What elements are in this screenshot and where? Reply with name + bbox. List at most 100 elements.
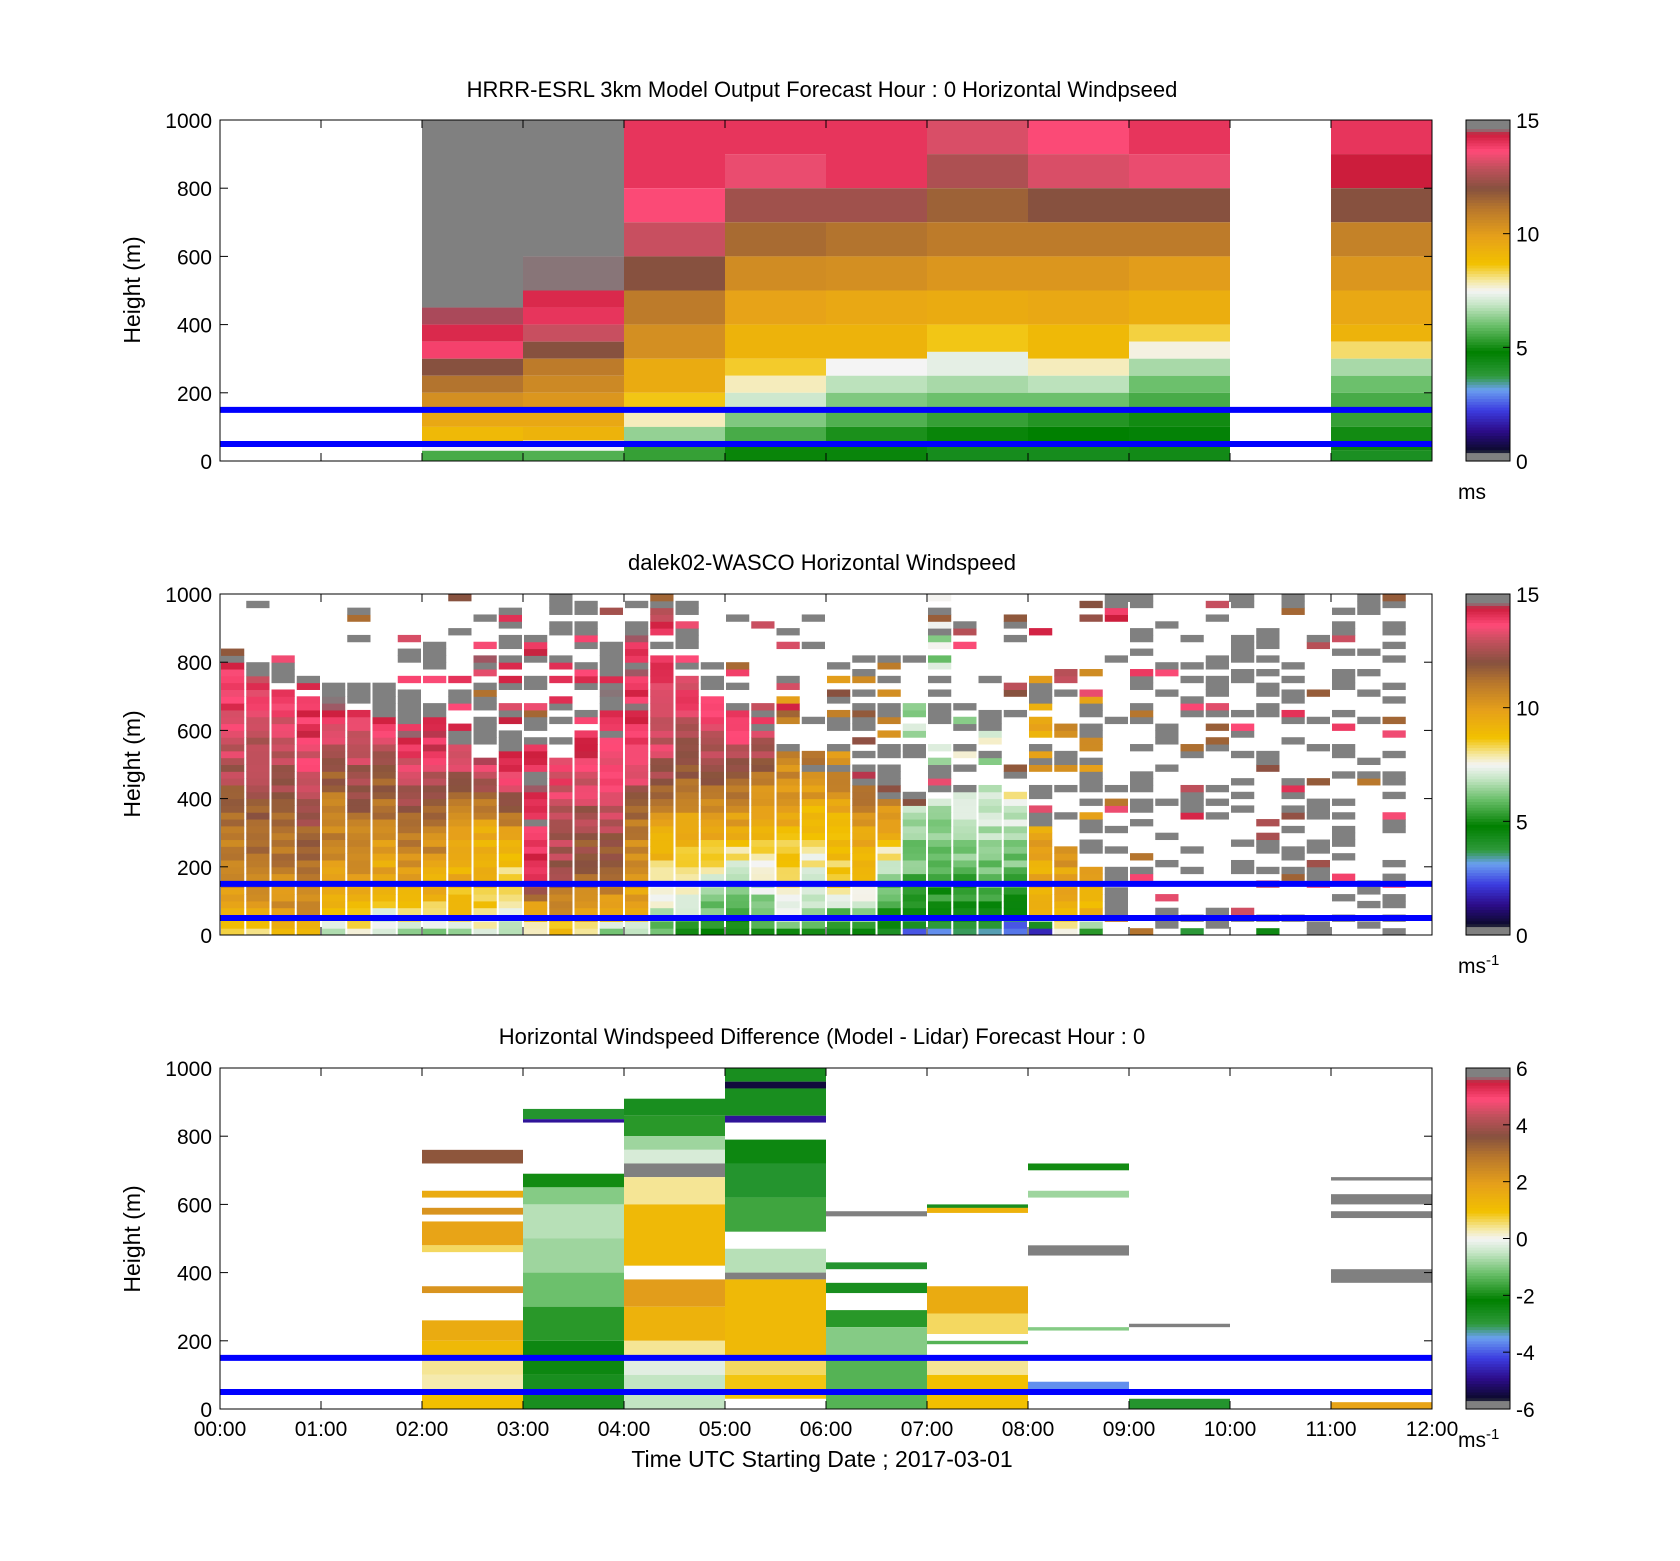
heatmap-cell	[928, 614, 952, 622]
heatmap-cell	[953, 621, 977, 629]
heatmap-cell	[1331, 341, 1432, 359]
heatmap-cell	[852, 805, 876, 813]
heatmap-cell	[1180, 744, 1204, 752]
heatmap-cell	[1205, 723, 1229, 731]
heatmap-cell	[675, 600, 699, 609]
heatmap-cell	[423, 778, 447, 786]
heatmap-cell	[574, 641, 598, 650]
heatmap-cell	[221, 682, 245, 690]
heatmap-cell	[423, 737, 447, 745]
y-tick-label: 600	[177, 720, 212, 743]
heatmap-cell	[296, 750, 320, 759]
heatmap-cell	[1029, 696, 1053, 704]
heatmap-cell	[1357, 594, 1381, 602]
heatmap-cell	[852, 716, 876, 725]
heatmap-cell	[801, 887, 825, 895]
heatmap-cell	[524, 737, 548, 745]
heatmap-cell	[523, 1238, 624, 1273]
heatmap-cell	[776, 757, 800, 765]
heatmap-cell	[574, 873, 598, 881]
heatmap-cell	[372, 716, 396, 725]
colorbar-swatch	[1466, 684, 1510, 689]
heatmap-cell	[423, 716, 447, 725]
heatmap-cell	[928, 778, 952, 786]
colorbar-tick-label: -2	[1516, 1285, 1535, 1308]
heatmap-cell	[271, 655, 295, 663]
heatmap-cell	[776, 921, 800, 929]
heatmap-cell	[625, 764, 649, 772]
colorbar-swatch	[1466, 1318, 1510, 1322]
colorbar-swatch	[1466, 176, 1510, 181]
heatmap-cell	[448, 737, 472, 745]
colorbar-swatch	[1466, 327, 1510, 331]
heatmap-cell	[524, 641, 548, 650]
colorbar-swatch	[1466, 906, 1510, 911]
heatmap-cell	[776, 873, 800, 881]
heatmap-cell	[549, 696, 573, 704]
heatmap-cell	[549, 716, 573, 725]
heatmap-cell	[700, 730, 724, 738]
heatmap-cell	[726, 682, 750, 690]
heatmap-cell	[422, 1286, 523, 1294]
heatmap-cell	[827, 716, 851, 725]
colorbar-swatch	[1466, 1099, 1510, 1103]
heatmap-cell	[1054, 757, 1078, 765]
heatmap-cell	[751, 894, 775, 902]
heatmap-cell	[322, 757, 346, 765]
heatmap-cell	[296, 887, 320, 895]
colorbar-swatch	[1466, 401, 1510, 405]
heatmap-cell	[1129, 188, 1230, 223]
heatmap-cell	[625, 628, 649, 636]
heatmap-cell	[523, 409, 624, 427]
heatmap-cell	[1382, 771, 1406, 779]
heatmap-cell	[1332, 675, 1356, 684]
heatmap-cell	[725, 222, 826, 257]
heatmap-cell	[322, 723, 346, 731]
heatmap-cell	[271, 716, 295, 725]
heatmap-cell	[675, 723, 699, 731]
heatmap-cell	[1331, 358, 1432, 376]
heatmap-cell	[1231, 866, 1255, 875]
heatmap-cell	[978, 757, 1002, 765]
heatmap-cell	[827, 696, 851, 704]
heatmap-cell	[473, 771, 497, 779]
heatmap-cell	[271, 921, 295, 929]
heatmap-cell	[397, 744, 421, 752]
heatmap-cell	[1130, 928, 1154, 936]
heatmap-cell	[372, 730, 396, 738]
colorbar-swatch	[1466, 667, 1510, 672]
heatmap-cell	[927, 1313, 1028, 1334]
heatmap-cell	[448, 928, 472, 936]
heatmap-cell	[700, 846, 724, 854]
colorbar-swatch	[1466, 1207, 1510, 1211]
heatmap-cell	[827, 771, 851, 779]
heatmap-cell	[978, 812, 1002, 820]
colorbar-swatch	[1466, 1156, 1510, 1160]
heatmap-cell	[978, 839, 1002, 847]
heatmap-cell	[1079, 730, 1103, 738]
heatmap-cell	[473, 900, 497, 909]
heatmap-cell	[1205, 682, 1229, 690]
heatmap-cell	[1003, 894, 1027, 902]
heatmap-cell	[1382, 894, 1406, 902]
colorbar-swatch	[1466, 932, 1510, 936]
heatmap-cell	[1129, 324, 1230, 342]
colorbar-swatch	[1466, 162, 1510, 167]
heatmap-cell	[1003, 764, 1027, 772]
heatmap-cell	[1029, 675, 1053, 684]
colorbar-swatch	[1466, 387, 1510, 391]
heatmap-cell	[574, 675, 598, 684]
heatmap-cell	[322, 703, 346, 711]
heatmap-cell	[675, 907, 699, 916]
heatmap-cell	[1205, 798, 1229, 806]
heatmap-cell	[1357, 648, 1381, 656]
colorbar-swatch	[1466, 273, 1510, 277]
heatmap-cell	[725, 392, 826, 410]
colorbar-swatch	[1466, 662, 1510, 666]
colorbar-swatch	[1466, 193, 1510, 198]
colorbar-tick-label: 0	[1516, 451, 1528, 474]
heatmap-cell	[877, 825, 901, 834]
heatmap-cell	[675, 730, 699, 738]
heatmap-cell	[1029, 887, 1053, 895]
heatmap-cell	[574, 764, 598, 772]
